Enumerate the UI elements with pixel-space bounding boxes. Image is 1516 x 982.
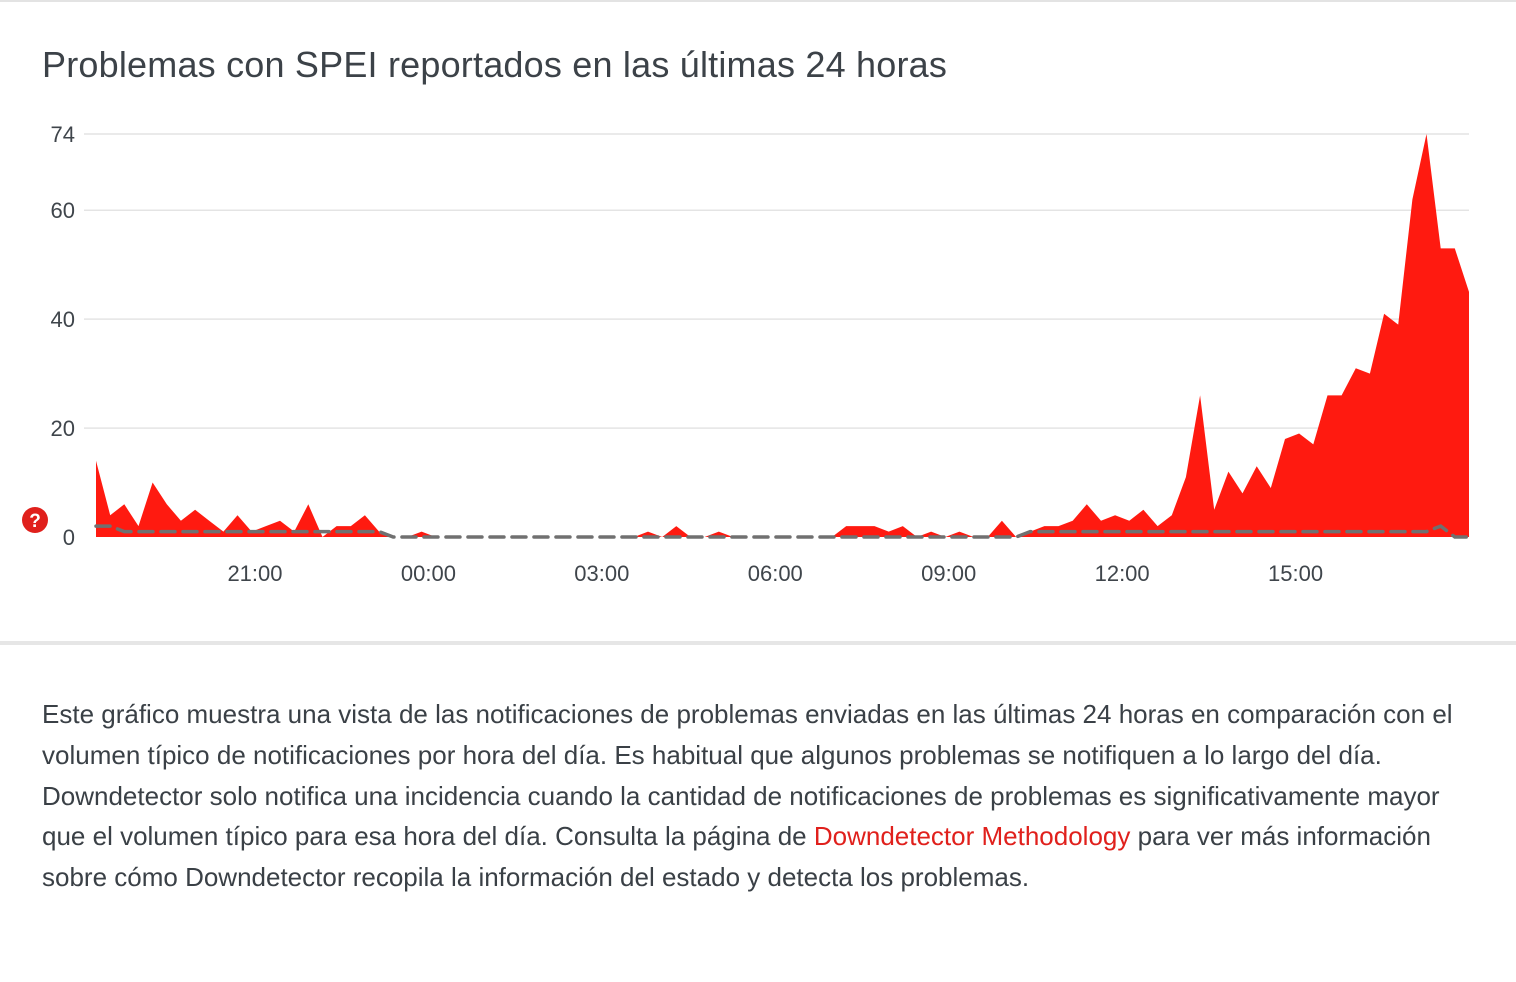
description-text-before: Este gráfico muestra una vista de las no…: [42, 699, 1453, 852]
series-group: [94, 134, 1471, 539]
y-axis: 0 20 40 60 74: [51, 122, 75, 550]
x-tick-label: 00:00: [401, 561, 456, 586]
x-axis: 21:00 00:00 03:00 06:00 09:00 12:00 15:00: [227, 561, 1323, 586]
top-divider: [0, 0, 1516, 2]
reports-area: [96, 134, 1469, 537]
chart-title: Problemas con SPEI reportados en las últ…: [42, 44, 948, 85]
help-glyph: ?: [29, 511, 41, 532]
x-tick-label: 15:00: [1268, 561, 1323, 586]
y-tick-label: 74: [51, 122, 75, 147]
reports-chart: 0 20 40 60 74 21:00 00:00 03:00 06:00 09:00 12:00…: [22, 122, 1471, 586]
methodology-link[interactable]: Downdetector Methodology: [813, 821, 1131, 852]
question-mark-icon[interactable]: [22, 507, 48, 533]
x-tick-label: 12:00: [1095, 561, 1150, 586]
y-tick-label: 20: [51, 416, 75, 441]
x-tick-label: 09:00: [921, 561, 976, 586]
baseline-line: [94, 524, 1471, 539]
x-tick-label: 03:00: [574, 561, 629, 586]
help-button[interactable]: ?: [22, 507, 48, 533]
chart-description: Este gráfico muestra una vista de las no…: [42, 694, 1482, 898]
y-tick-label: 40: [51, 307, 75, 332]
y-tick-label: 60: [51, 198, 75, 223]
x-tick-label: 21:00: [227, 561, 282, 586]
grid-lines: [84, 133, 1469, 429]
description-text-after: para ver más información sobre cómo Down…: [42, 821, 1431, 893]
section-divider: [0, 641, 1516, 645]
y-tick-label: 0: [63, 525, 75, 550]
x-tick-label: 06:00: [748, 561, 803, 586]
